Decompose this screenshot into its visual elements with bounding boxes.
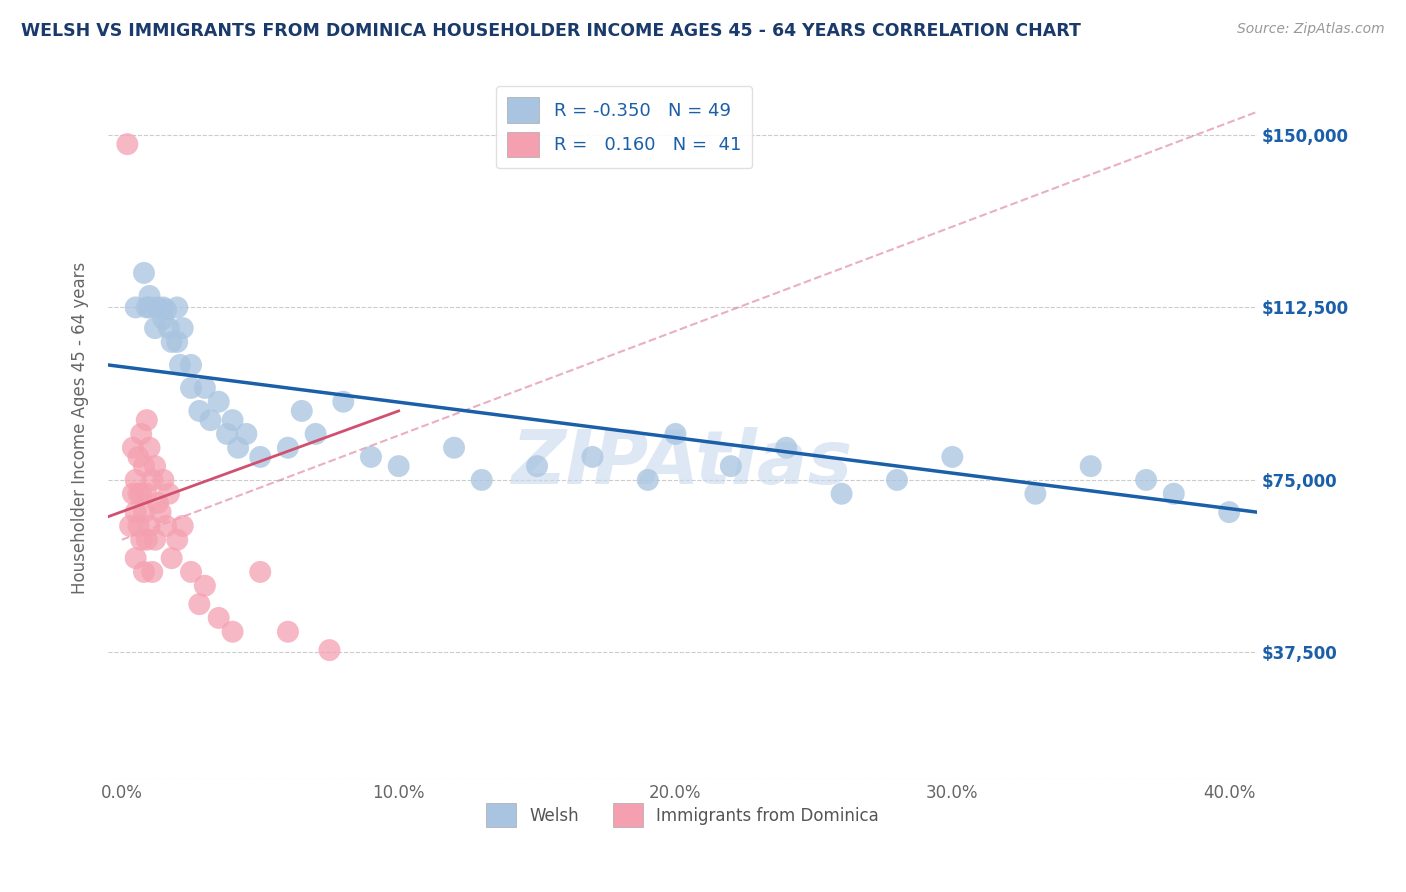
Point [124,473,146,487]
Point [132,459,155,474]
Point [149,505,172,519]
Point [180,565,202,579]
Point [122,487,145,501]
Point [291,404,314,418]
Point [129,487,152,501]
Point [169,358,191,372]
Point [155,302,177,317]
Point [1163,487,1185,501]
Legend: Welsh, Immigrants from Dominica: Welsh, Immigrants from Dominica [479,797,886,834]
Point [180,381,202,395]
Point [129,533,152,547]
Point [581,450,603,464]
Point [122,441,145,455]
Point [138,519,160,533]
Point [235,426,257,441]
Text: WELSH VS IMMIGRANTS FROM DOMINICA HOUSEHOLDER INCOME AGES 45 - 64 YEARS CORRELAT: WELSH VS IMMIGRANTS FROM DOMINICA HOUSEH… [21,22,1081,40]
Point [135,301,157,315]
Point [188,597,211,611]
Point [152,473,174,487]
Point [526,459,548,474]
Point [831,487,853,501]
Point [157,487,180,501]
Text: ZIPAtlas: ZIPAtlas [512,426,853,500]
Point [127,487,149,501]
Point [146,301,169,315]
Point [226,441,249,455]
Point [664,426,686,441]
Point [249,565,271,579]
Point [124,505,146,519]
Point [143,533,166,547]
Point [138,289,160,303]
Point [188,404,211,418]
Point [132,266,155,280]
Y-axis label: Householder Income Ages 45 - 64 years: Householder Income Ages 45 - 64 years [72,262,89,594]
Text: Source: ZipAtlas.com: Source: ZipAtlas.com [1237,22,1385,37]
Point [941,450,963,464]
Point [318,643,340,657]
Point [221,624,243,639]
Point [1135,473,1157,487]
Point [277,441,299,455]
Point [277,624,299,639]
Point [166,301,188,315]
Point [143,459,166,474]
Point [160,334,183,349]
Point [720,459,742,474]
Point [117,137,139,152]
Point [124,301,146,315]
Point [124,551,146,566]
Point [388,459,411,474]
Point [160,551,183,566]
Point [637,473,659,487]
Point [1080,459,1102,474]
Point [360,450,382,464]
Point [443,441,465,455]
Point [332,394,354,409]
Point [194,381,217,395]
Point [152,312,174,326]
Point [886,473,908,487]
Point [127,519,149,533]
Point [155,519,177,533]
Point [138,301,160,315]
Point [143,321,166,335]
Point [127,450,149,464]
Point [135,533,157,547]
Point [129,426,152,441]
Point [172,321,194,335]
Point [200,413,222,427]
Point [775,441,797,455]
Point [166,334,188,349]
Point [172,519,194,533]
Point [138,441,160,455]
Point [304,426,326,441]
Point [194,579,217,593]
Point [157,321,180,335]
Point [120,519,142,533]
Point [141,565,163,579]
Point [135,487,157,501]
Point [132,565,155,579]
Point [180,358,202,372]
Point [146,496,169,510]
Point [1218,505,1240,519]
Point [132,505,155,519]
Point [135,413,157,427]
Point [471,473,494,487]
Point [221,413,243,427]
Point [1024,487,1046,501]
Point [141,473,163,487]
Point [152,301,174,315]
Point [208,394,231,409]
Point [249,450,271,464]
Point [166,533,188,547]
Point [215,426,238,441]
Point [208,611,231,625]
